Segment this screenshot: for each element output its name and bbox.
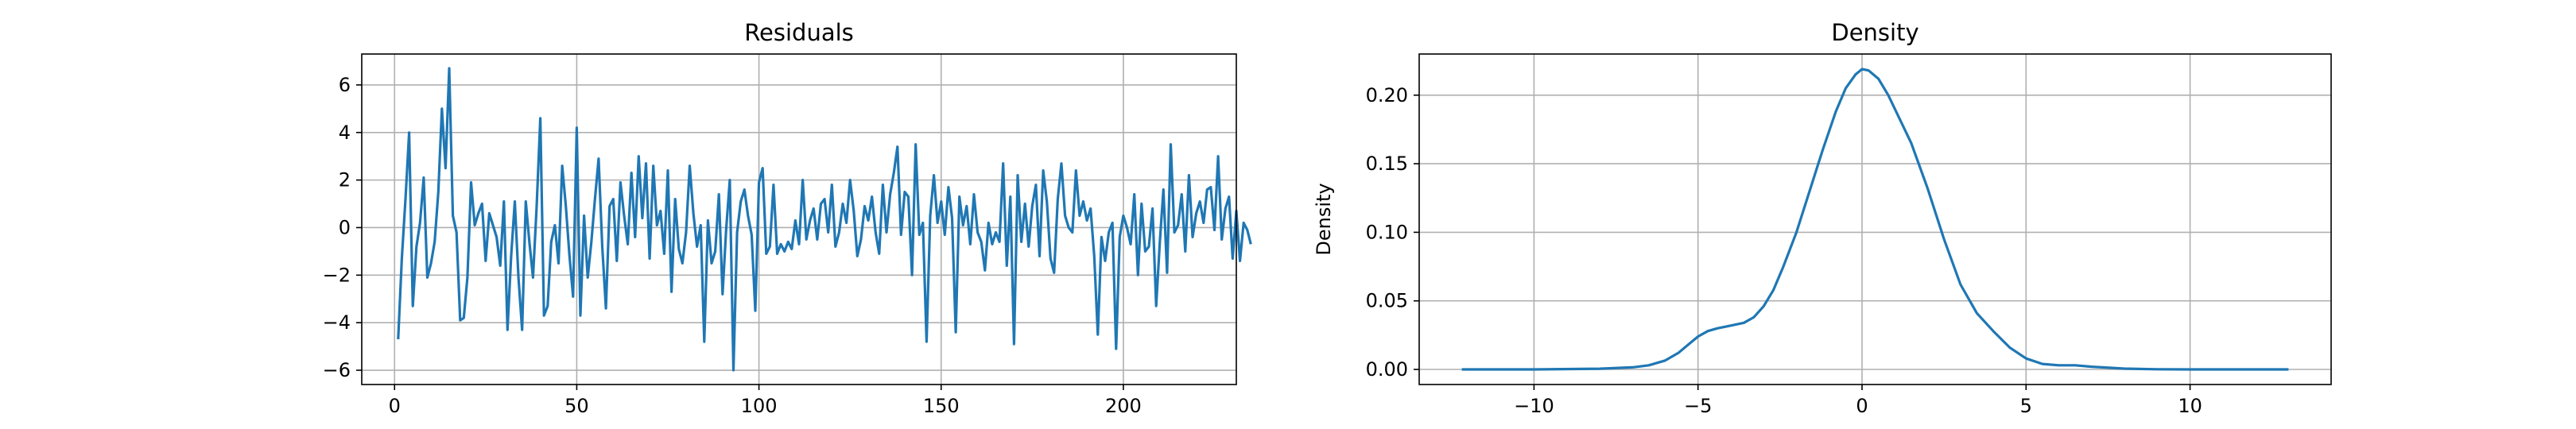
x-tick-label: −10 [1514,395,1554,417]
axes-frame [361,53,1237,385]
y-tick-label: 0.00 [1366,358,1408,381]
y-tick-label: 0.15 [1366,153,1408,175]
y-tick-label: −4 [323,311,351,334]
y-tick-label: 0.05 [1366,290,1408,312]
x-tick-label: 0 [389,395,401,417]
x-tick-label: −5 [1684,395,1712,417]
y-tick-label: 4 [339,122,351,144]
y-tick-label: 6 [339,74,351,96]
y-tick-label: −2 [323,264,351,286]
y-axis-label: Density [1313,183,1335,255]
y-tick-label: 0 [339,216,351,238]
chart-title: Density [1831,19,1918,46]
y-tick-label: 0.10 [1366,221,1408,243]
axes-frame [1418,53,2332,385]
x-tick-label: 50 [564,395,589,417]
x-tick-label: 100 [741,395,778,417]
x-tick-label: 200 [1105,395,1142,417]
x-tick-label: 10 [2178,395,2202,417]
x-tick-label: 5 [2020,395,2032,417]
x-tick-label: 0 [1856,395,1868,417]
y-tick-label: 2 [339,169,351,191]
chart-title: Residuals [744,19,854,46]
y-tick-label: 0.20 [1366,84,1408,106]
density-panel: −10 −5 0 5 10 0.00 0.05 0.10 0.15 0.20 Density Dens… [1313,19,2332,417]
x-tick-label: 150 [923,395,960,417]
y-tick-label: −6 [323,359,351,381]
residuals-panel: 0 50 100 150 200 −6 −4 −2 0 2 4 6 Residuals [323,19,1252,417]
series-line [397,67,1252,372]
series-line [1461,68,2289,371]
